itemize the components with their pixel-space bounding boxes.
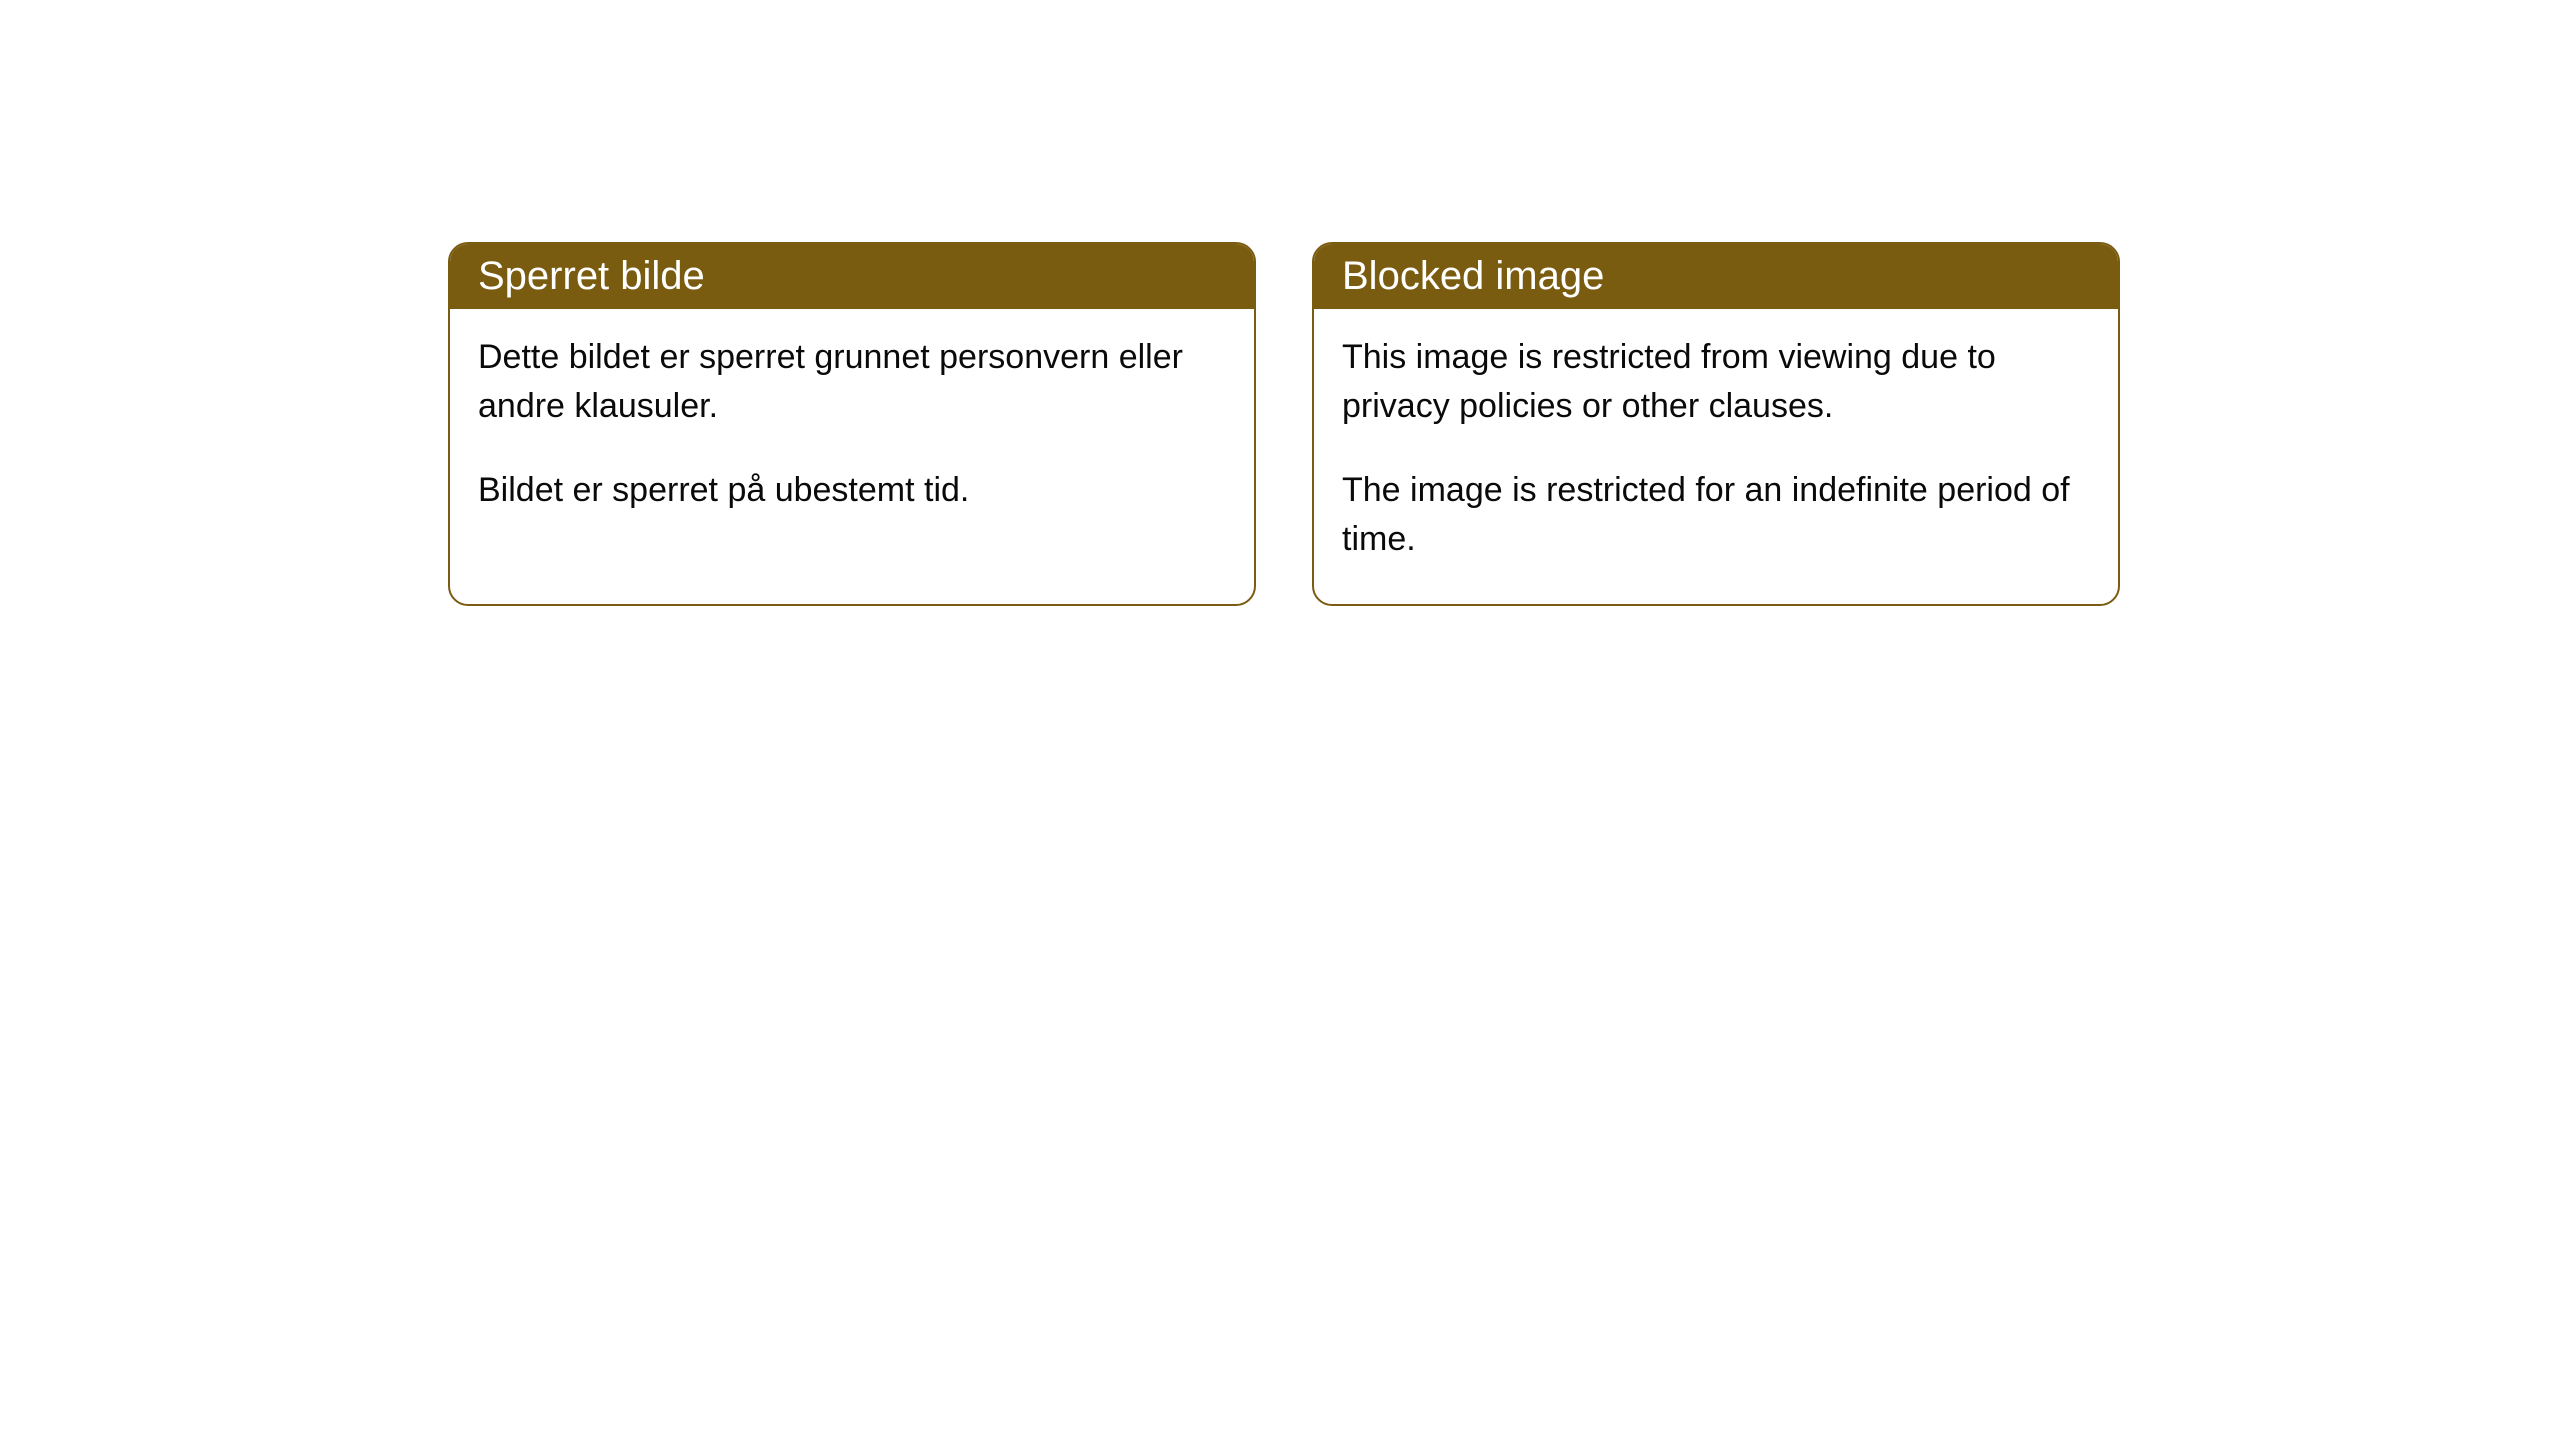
card-paragraph: This image is restricted from viewing du… <box>1342 333 2090 432</box>
card-paragraph: Bildet er sperret på ubestemt tid. <box>478 466 1226 515</box>
card-title: Sperret bilde <box>478 254 705 298</box>
card-header: Sperret bilde <box>450 244 1254 309</box>
card-header: Blocked image <box>1314 244 2118 309</box>
card-title: Blocked image <box>1342 254 1604 298</box>
card-body: Dette bildet er sperret grunnet personve… <box>450 309 1254 555</box>
notice-card-norwegian: Sperret bilde Dette bildet er sperret gr… <box>448 242 1256 606</box>
notice-cards-container: Sperret bilde Dette bildet er sperret gr… <box>448 242 2120 606</box>
notice-card-english: Blocked image This image is restricted f… <box>1312 242 2120 606</box>
card-paragraph: Dette bildet er sperret grunnet personve… <box>478 333 1226 432</box>
card-body: This image is restricted from viewing du… <box>1314 309 2118 604</box>
card-paragraph: The image is restricted for an indefinit… <box>1342 466 2090 565</box>
